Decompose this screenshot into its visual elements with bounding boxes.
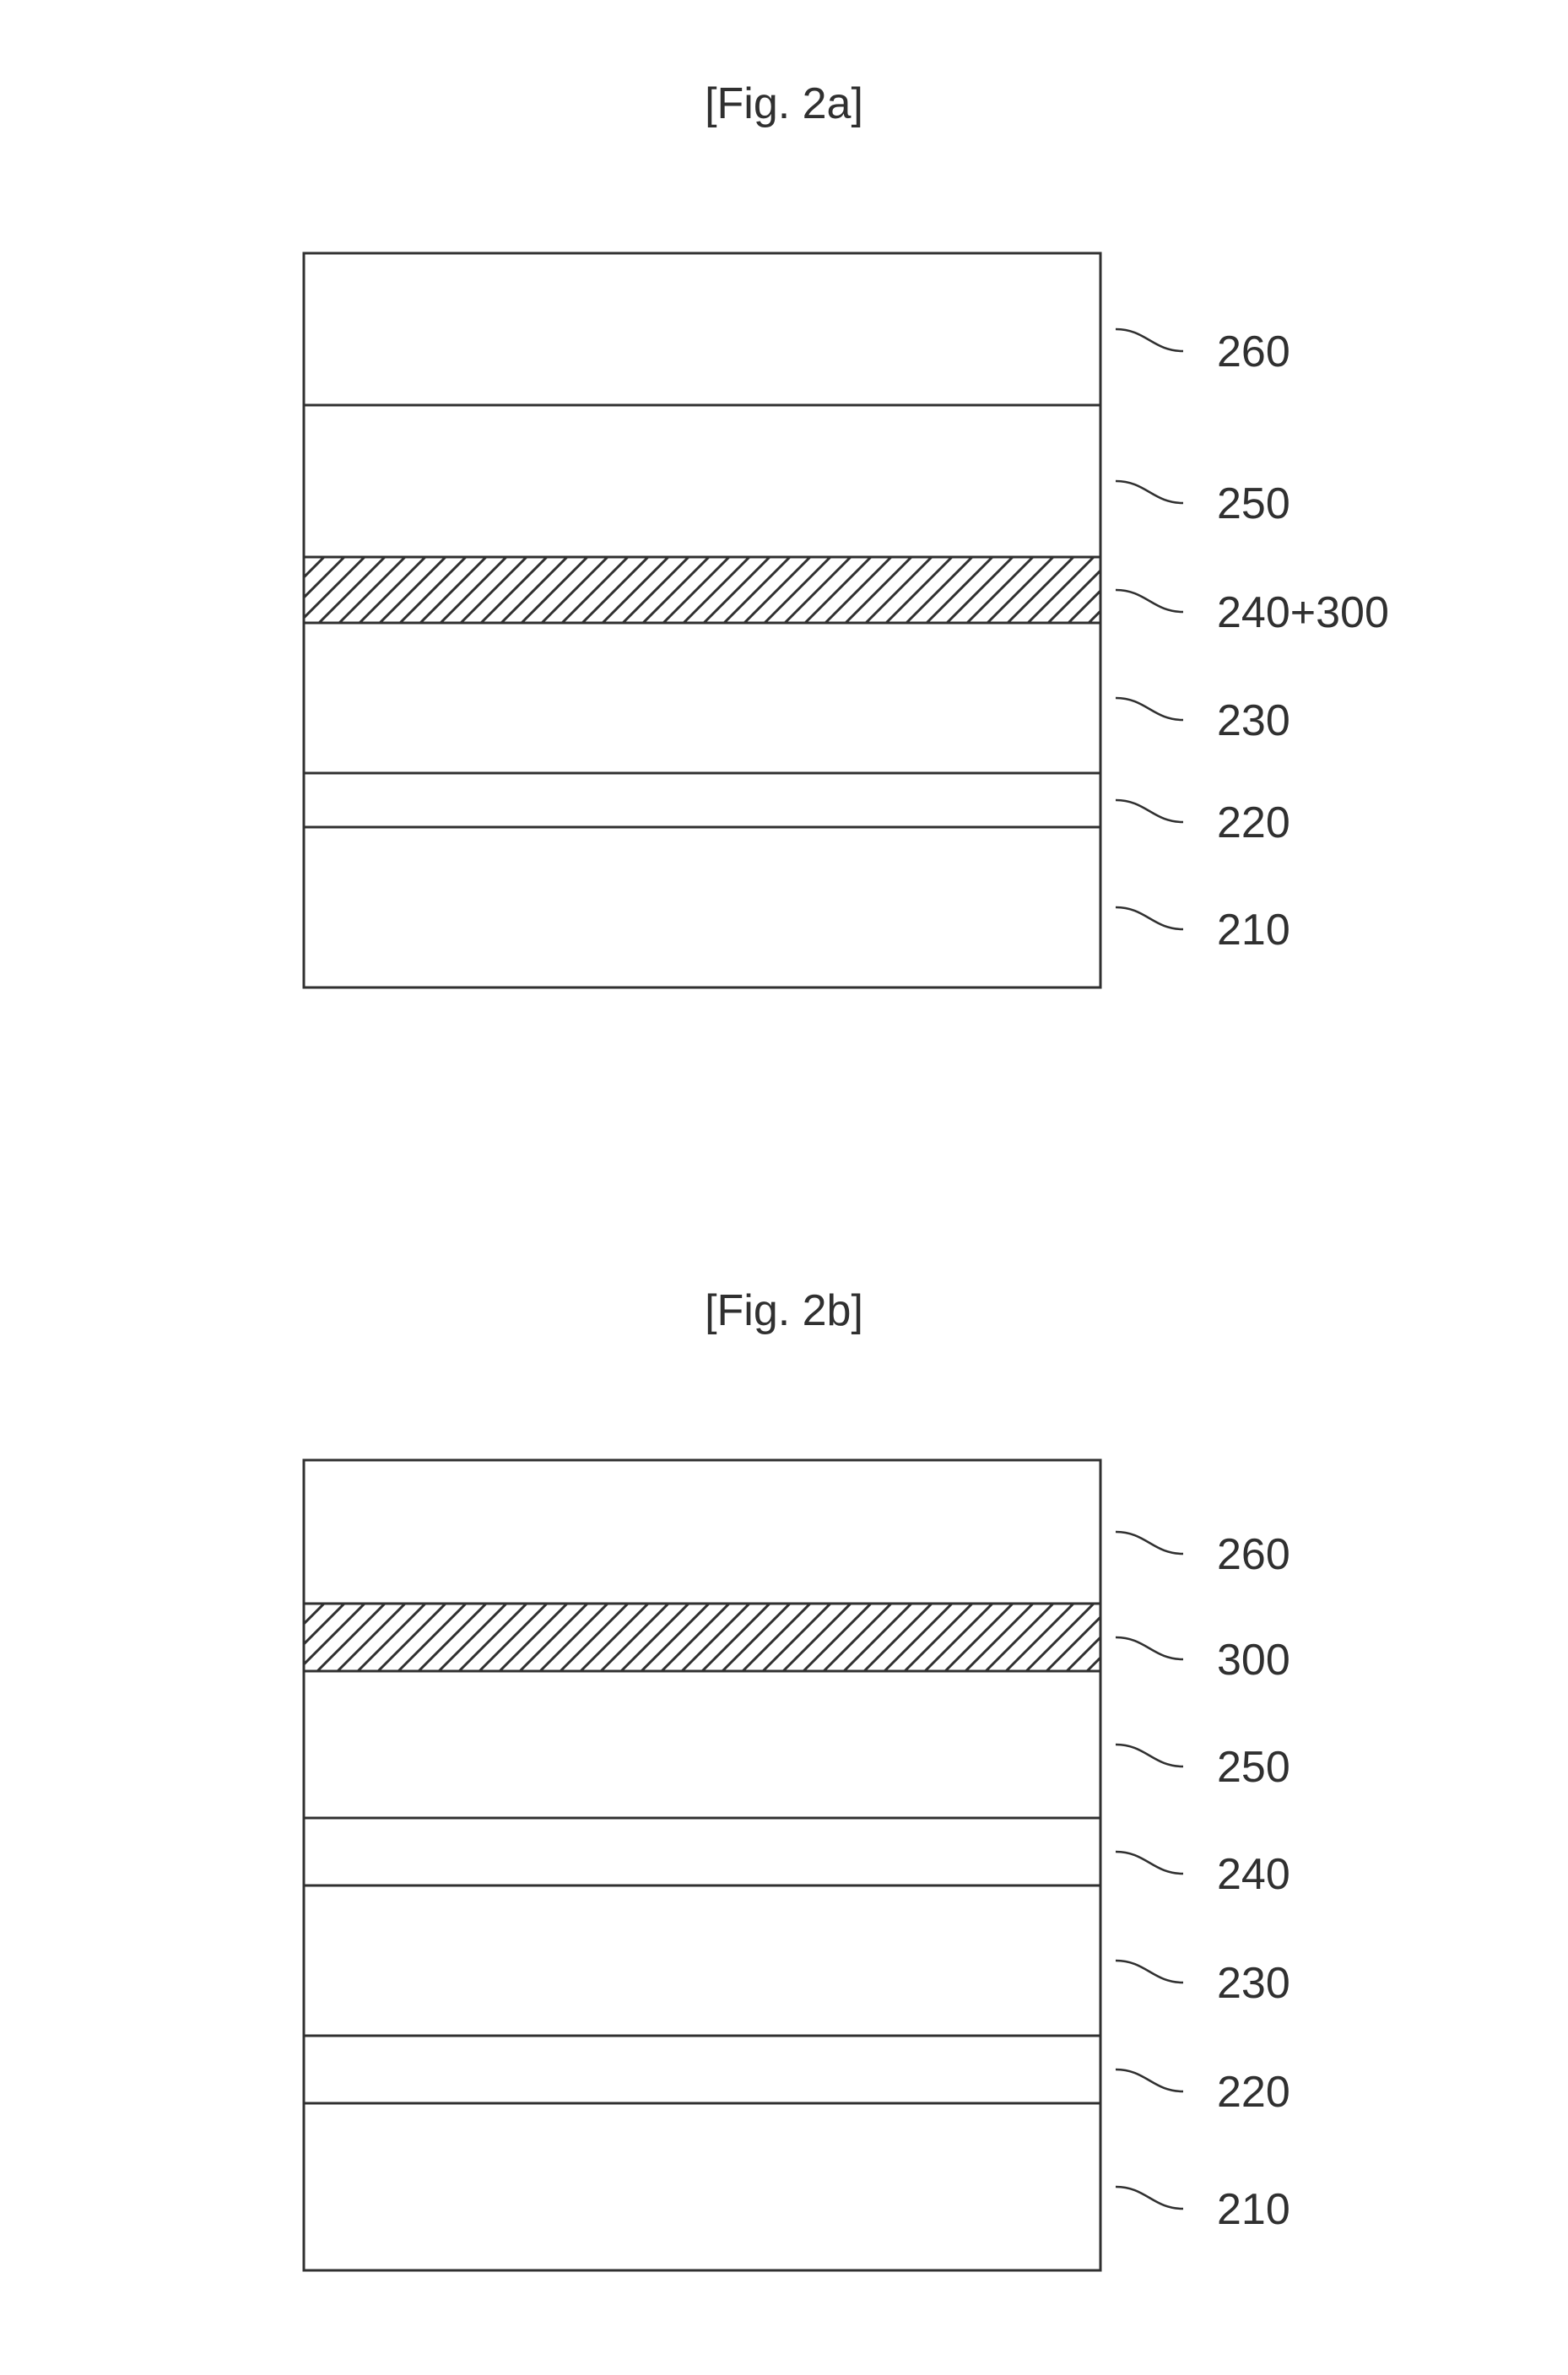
label-fig2b-5: 220 <box>1217 2068 1290 2117</box>
fig2a-layer-210 <box>304 827 1100 987</box>
label-fig2b-3: 240 <box>1217 1850 1290 1899</box>
leader-fig2b-2 <box>1116 1745 1183 1766</box>
label-fig2a-5: 210 <box>1217 906 1290 955</box>
fig2a-layer-260 <box>304 253 1100 405</box>
leader-fig2b-6 <box>1116 2187 1183 2209</box>
label-fig2a-3: 230 <box>1217 696 1290 745</box>
label-fig2a-1: 250 <box>1217 479 1290 528</box>
fig2a-layer-230 <box>304 623 1100 773</box>
label-fig2b-2: 250 <box>1217 1743 1290 1792</box>
leader-fig2b-0 <box>1116 1532 1183 1554</box>
label-fig2a-0: 260 <box>1217 327 1290 376</box>
leader-fig2b-1 <box>1116 1637 1183 1659</box>
leader-fig2b-4 <box>1116 1961 1183 1983</box>
leader-fig2b-3 <box>1116 1852 1183 1874</box>
fig2a-layer-250 <box>304 405 1100 557</box>
leader-fig2a-0 <box>1116 329 1183 351</box>
leader-fig2b-5 <box>1116 2069 1183 2091</box>
label-fig2b-1: 300 <box>1217 1636 1290 1685</box>
fig2a-layer-220 <box>304 773 1100 827</box>
leader-fig2a-4 <box>1116 800 1183 822</box>
label-fig2a-4: 220 <box>1217 798 1290 847</box>
leader-fig2a-3 <box>1116 698 1183 720</box>
leader-fig2a-2 <box>1116 590 1183 612</box>
fig2b-title: [Fig. 2b] <box>705 1286 863 1335</box>
fig2b-layer-250 <box>304 1671 1100 1818</box>
label-fig2b-0: 260 <box>1217 1530 1290 1579</box>
fig2b-layer-230 <box>304 1885 1100 2036</box>
label-fig2b-6: 210 <box>1217 2185 1290 2234</box>
fig2a-title: [Fig. 2a] <box>705 79 863 128</box>
fig2b-outline <box>304 1460 1100 2270</box>
fig2b-layer-210 <box>304 2103 1100 2270</box>
fig2b-layer-240 <box>304 1818 1100 1885</box>
label-fig2b-4: 230 <box>1217 1959 1290 2008</box>
fig2b-layer-220 <box>304 2036 1100 2103</box>
label-fig2a-2: 240+300 <box>1217 588 1389 637</box>
fig2b-layer-260 <box>304 1460 1100 1604</box>
leader-fig2a-5 <box>1116 907 1183 929</box>
leader-fig2a-1 <box>1116 481 1183 503</box>
